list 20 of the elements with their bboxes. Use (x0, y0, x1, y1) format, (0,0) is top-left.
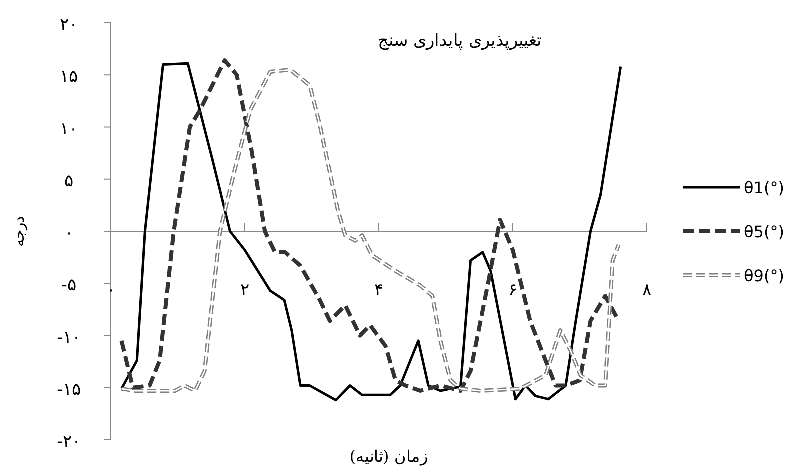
legend-label: θ1(°) (744, 178, 784, 198)
legend-label: θ5(°) (744, 222, 784, 242)
x-tick-label: ۰ (106, 280, 116, 300)
y-tick-label: ۲۰ (60, 15, 78, 35)
x-tick-label: ۲ (240, 280, 250, 300)
y-tick-label: ۱۵ (60, 67, 78, 88)
y-tick-label: -۱۰ (57, 328, 81, 348)
x-tick-label: ۸ (642, 280, 652, 300)
y-tick-label: -۱۵ (57, 380, 81, 400)
x-tick-label: ۴ (374, 280, 384, 300)
y-tick-label: ۵ (64, 171, 74, 192)
y-tick-label: -۲۰ (57, 432, 81, 452)
text: تغییرپذیری پایداری سنج (378, 31, 542, 51)
x-axis-title: زمان (ثانیه) (350, 447, 428, 466)
y-tick-label: -۵ (62, 276, 76, 296)
y-tick-label: ۰ (64, 224, 74, 244)
y-axis-title: درجه (10, 216, 28, 247)
x-tick-label: ۶ (508, 280, 518, 300)
legend-label: θ9(°) (744, 266, 784, 286)
y-tick-label: ۱۰ (60, 119, 78, 140)
